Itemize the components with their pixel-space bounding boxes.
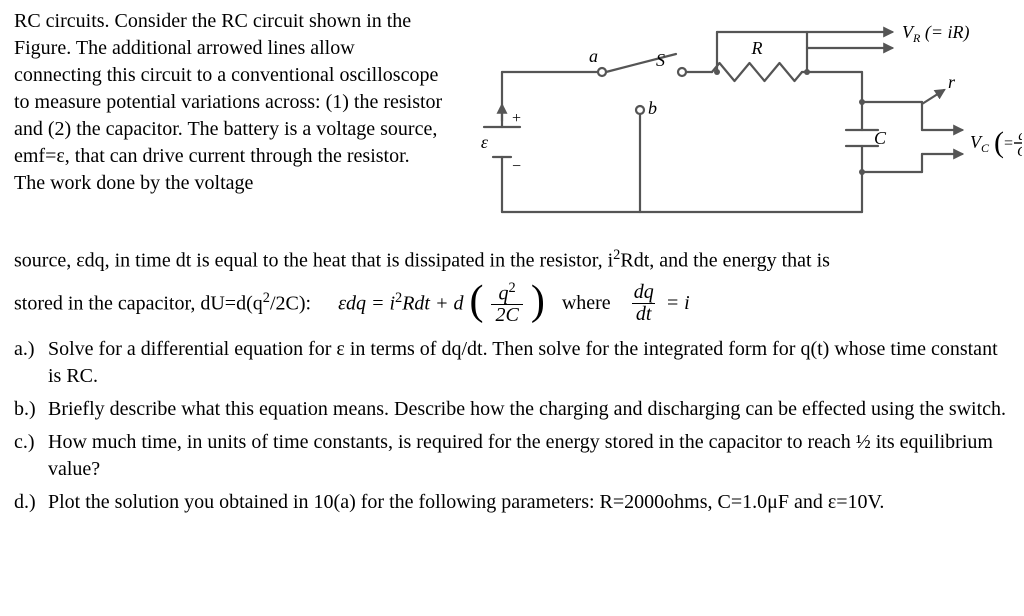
svg-text:C: C [874,128,887,148]
eq-where: where [562,290,611,317]
question-b: b.) Briefly describe what this equation … [14,396,1010,423]
fraction-dq-dt: dq dt [630,282,658,325]
stored-prefix: stored in the capacitor, dU=d(q [14,293,263,315]
svg-text:ε: ε [481,132,489,152]
svg-text:q: q [1018,128,1022,144]
stored-suffix: /2C): [270,293,311,315]
svg-text:VR (= iR): VR (= iR) [902,22,969,45]
text-a: Solve for a differential equation for ε … [48,336,1010,390]
svg-text:VC: VC [970,132,990,155]
label-b: b.) [14,396,48,423]
circuit-diagram: ε+−aSbRCrVR (= iR)VC(=qC) [462,12,1022,242]
question-c: c.) How much time, in units of time cons… [14,429,1010,483]
svg-text:a: a [589,46,598,66]
label-a: a.) [14,336,48,390]
svg-text:=: = [1004,135,1013,152]
eq-lhs: εdq = i2Rdt + d [338,289,463,318]
rparen-icon: ) [531,283,545,321]
svg-text:−: − [512,158,521,175]
svg-text:b: b [648,98,657,118]
svg-text:r: r [948,72,956,92]
label-d: d.) [14,489,48,516]
text-d: Plot the solution you obtained in 10(a) … [48,489,1010,516]
question-a: a.) Solve for a differential equation fo… [14,336,1010,390]
svg-text:S: S [656,50,665,70]
svg-text:(: ( [994,126,1004,159]
cont1a: source, εdq, in time dt is equal to the … [14,250,613,272]
fraction-q2-2C: q2 2C [491,281,522,327]
svg-text:+: + [512,110,521,127]
text-c: How much time, in units of time constant… [48,429,1010,483]
energy-equation-line: stored in the capacitor, dU=d(q2/2C): εd… [14,281,1010,327]
cont1b: Rdt, and the energy that is [620,250,830,272]
lparen-icon: ( [469,283,483,321]
svg-text:C: C [1017,144,1022,160]
intro-text: RC circuits. Consider the RC circuit sho… [14,10,442,194]
circuit-figure: ε+−aSbRCrVR (= iR)VC(=qC) [462,8,1022,242]
text-b: Briefly describe what this equation mean… [48,396,1010,423]
eq-eq-i: = i [666,290,690,317]
svg-text:R: R [751,38,763,58]
question-list: a.) Solve for a differential equation fo… [14,336,1010,516]
continuation-line-1: source, εdq, in time dt is equal to the … [14,246,1010,275]
label-c: c.) [14,429,48,483]
question-d: d.) Plot the solution you obtained in 10… [14,489,1010,516]
